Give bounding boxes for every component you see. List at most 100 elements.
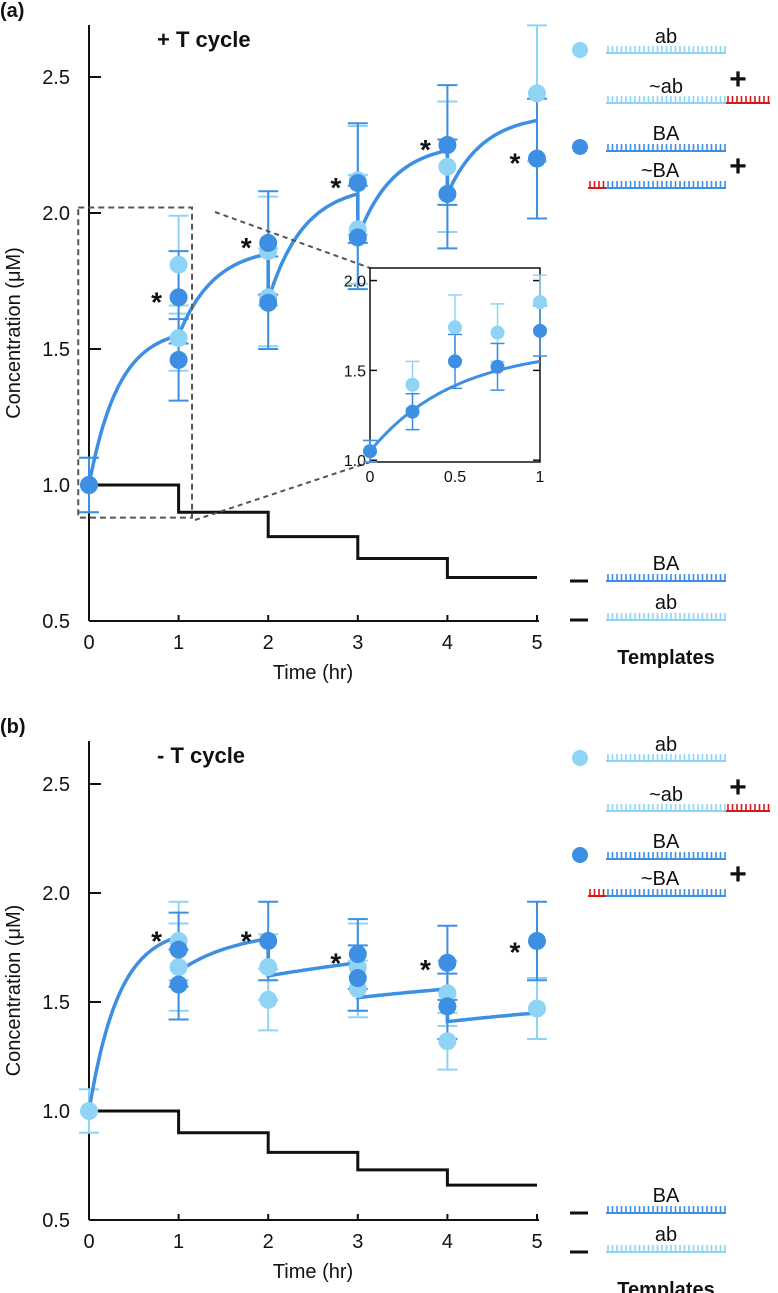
inset-chart: 1.0 1.5 2.0 0 0.5 1 xyxy=(344,267,547,486)
strand-ab-icon xyxy=(606,754,726,762)
inset-y-tick-label: 2.0 xyxy=(344,274,366,291)
data-point-BA xyxy=(259,931,278,950)
strand-bases xyxy=(607,96,726,103)
y-tick-label: 1.5 xyxy=(42,992,70,1014)
data-point-BA xyxy=(528,931,546,950)
strand-overhang-icon xyxy=(588,889,606,897)
legend-label-complement-ab: ~ab xyxy=(649,76,683,98)
templates-concentration-line xyxy=(89,1109,537,1187)
data-point-ab xyxy=(259,990,278,1009)
data-point-BA xyxy=(348,228,367,247)
x-axis-label: Time (hr) xyxy=(273,1261,353,1283)
data-point-ab xyxy=(259,958,278,977)
strand-bases xyxy=(607,46,726,53)
inset-data-point-ab xyxy=(490,325,505,340)
strand-bases xyxy=(607,889,726,896)
x-tick-label: 1 xyxy=(173,632,184,654)
template-strand-icon xyxy=(606,613,726,621)
significance-asterisk: * xyxy=(151,926,162,957)
inset-model-curve xyxy=(368,359,541,453)
template-label: ab xyxy=(655,592,677,614)
strand-bases xyxy=(607,1245,726,1252)
legend-plus: + xyxy=(729,858,747,891)
legend: ab ~ab + BA ~BA + BA ab Templates xyxy=(570,26,770,669)
data-point-BA xyxy=(169,975,188,994)
strand-bases xyxy=(727,96,770,103)
inset-x-tick-label: 0.5 xyxy=(444,469,466,486)
template-label: BA xyxy=(653,553,680,575)
y-axis-label: Concentration (μM) xyxy=(3,247,25,419)
significance-asterisk: * xyxy=(510,937,521,968)
strand-BA-icon xyxy=(606,852,726,860)
legend-label-BA: BA xyxy=(653,123,680,145)
significance-asterisk: * xyxy=(241,926,252,957)
significance-asterisk: * xyxy=(330,947,341,978)
legend-label-complement-BA: ~BA xyxy=(641,868,680,890)
strand-bases xyxy=(607,804,726,811)
data-point-ab xyxy=(528,84,546,103)
panel-a: (a) + T cycle 0.5 1.0 1.5 2.0 2.5 0 1 2 3 4 5 Time (h… xyxy=(0,0,770,684)
legend-label-ab: ab xyxy=(655,734,677,756)
model-curve xyxy=(87,118,538,486)
data-point-BA xyxy=(169,288,188,307)
significance-asterisk: * xyxy=(330,172,341,203)
strand-bases xyxy=(589,181,605,188)
significance-asterisk: * xyxy=(510,148,521,179)
y-tick-label: 1.0 xyxy=(42,475,70,497)
x-axis-label: Time (hr) xyxy=(273,662,353,684)
data-point-BA xyxy=(348,969,367,988)
x-tick-label: 1 xyxy=(173,1231,184,1253)
y-tick-label: 2.0 xyxy=(42,883,70,905)
significance-asterisk: * xyxy=(420,134,431,165)
panel-b: (b) - T cycle 0.5 1.0 1.5 2.0 2.5 0 1 2 3 4 5 Time (h… xyxy=(0,716,770,1293)
y-tick-label: 1.0 xyxy=(42,1101,70,1123)
legend-plus: + xyxy=(729,63,747,96)
legend-marker-BA xyxy=(572,847,588,863)
inset-data-point-BA xyxy=(490,359,505,374)
panel-title: - T cycle xyxy=(157,743,245,768)
data-point-BA xyxy=(259,233,278,252)
template-strand-icon xyxy=(606,1206,726,1214)
y-tick-label: 0.5 xyxy=(42,1210,70,1232)
x-tick-label: 3 xyxy=(352,1231,363,1253)
strand-overhang-icon xyxy=(726,96,770,104)
legend-marker-ab xyxy=(572,750,588,766)
data-point-ab xyxy=(438,984,457,1003)
inset-data-point-ab xyxy=(533,295,547,310)
strand-overhang-icon xyxy=(588,181,606,189)
inset-x-tick-label: 1 xyxy=(536,469,545,486)
inset-data-point-ab xyxy=(405,377,420,392)
legend: ab ~ab + BA ~BA + BA ab Templates xyxy=(570,734,770,1293)
strand-bases xyxy=(607,613,726,620)
data-point-ab xyxy=(438,1032,457,1051)
significance-asterisk: * xyxy=(420,954,431,985)
legend-label-ab: ab xyxy=(655,26,677,48)
significance-asterisk: * xyxy=(151,286,162,317)
inset-data-point-BA xyxy=(448,354,462,369)
template-label: ab xyxy=(655,1224,677,1246)
data-point-BA xyxy=(528,149,546,168)
data-point-ab xyxy=(169,255,188,274)
data-point-ab xyxy=(528,999,546,1018)
template-strand-icon xyxy=(606,1245,726,1253)
inset-data-point-ab xyxy=(448,320,462,335)
data-point-BA xyxy=(438,136,457,154)
inset-y-tick-label: 1.0 xyxy=(344,453,366,470)
template-strand-icon xyxy=(606,574,726,582)
data-point-BA xyxy=(80,476,98,494)
inset-data-point-BA xyxy=(533,323,547,338)
templates-title: Templates xyxy=(617,1279,714,1293)
y-tick-label: 0.5 xyxy=(42,611,70,633)
panel-label: (a) xyxy=(0,0,24,22)
data-point-ab xyxy=(169,958,188,977)
x-tick-label: 2 xyxy=(263,1231,274,1253)
panel-title: + T cycle xyxy=(157,27,251,52)
model-curve xyxy=(87,934,538,1112)
y-tick-label: 2.5 xyxy=(42,774,70,796)
zoom-connector xyxy=(214,211,371,269)
x-tick-label: 0 xyxy=(83,632,94,654)
strand-ab-icon xyxy=(606,46,726,54)
data-point-BA xyxy=(438,997,457,1016)
data-point-BA xyxy=(348,174,367,193)
strand-complement-ab-icon xyxy=(606,804,726,812)
